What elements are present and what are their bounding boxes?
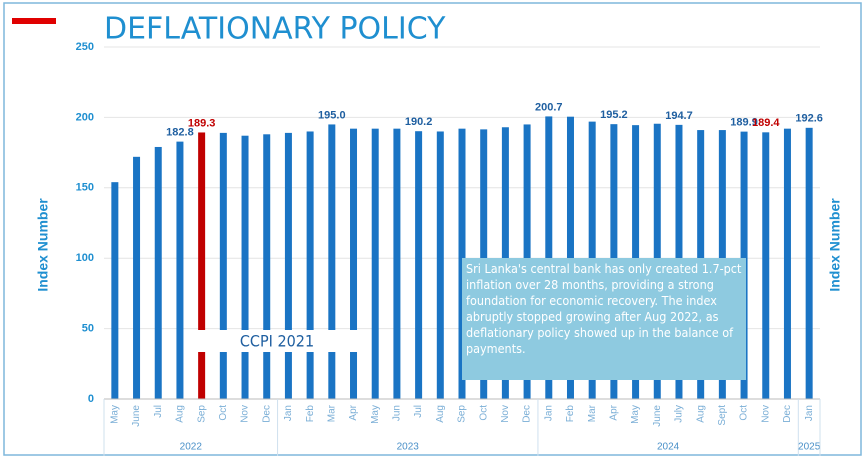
y-tick-label: 150 (76, 182, 94, 194)
bar (198, 132, 206, 399)
x-tick-label: Jul (413, 405, 424, 418)
data-label: 182.8 (166, 127, 194, 139)
bar (762, 132, 770, 399)
x-tick-label: Feb (565, 405, 576, 423)
x-tick-label: Oct (218, 405, 229, 421)
data-label: 195.0 (318, 109, 346, 121)
chart-title: DEFLATIONARY POLICY (104, 12, 446, 47)
bar (219, 132, 227, 399)
y-tick-label: 250 (76, 41, 94, 53)
x-tick-label: Aug (175, 405, 186, 423)
data-label: 195.2 (600, 109, 628, 121)
series-label-box (195, 330, 360, 352)
bar (415, 131, 423, 399)
x-tick-label: Apr (609, 404, 620, 420)
bar (436, 131, 444, 400)
bar (176, 141, 184, 399)
group-label: 2023 (397, 442, 420, 453)
x-tick-label: Apr (348, 404, 359, 420)
data-label: 194.7 (665, 110, 693, 122)
data-label: 200.7 (535, 101, 563, 113)
x-tick-label: May (630, 405, 641, 424)
data-label: 189.3 (188, 117, 216, 129)
x-tick-label: Jun (392, 405, 403, 421)
group-label: 2022 (180, 442, 203, 453)
bar (263, 134, 271, 399)
bar (133, 156, 141, 399)
bar (566, 116, 574, 400)
bar (371, 128, 379, 399)
bar (545, 116, 553, 399)
bar (306, 131, 314, 400)
frame (3, 2, 862, 456)
x-tick-label: Jul (153, 405, 164, 418)
x-tick-label: Feb (305, 405, 316, 423)
x-tick-label: Oct (478, 405, 489, 421)
x-tick-label: Nov (760, 405, 771, 423)
x-tick-label: Nov (240, 405, 251, 423)
data-label: 192.6 (795, 113, 823, 125)
data-label: 189.4 (752, 117, 780, 129)
y-axis-label: Index Number (35, 198, 51, 292)
x-tick-label: Aug (695, 405, 706, 423)
bar (241, 135, 249, 400)
y-tick-label: 50 (82, 323, 94, 335)
x-tick-label: Nov (500, 405, 511, 423)
group-label: 2025 (798, 442, 821, 453)
series-label: CCPI 2021 (240, 332, 314, 351)
x-tick-label: Dec (261, 405, 272, 423)
x-tick-label: May (109, 405, 120, 424)
y-tick-label: 100 (76, 252, 94, 264)
annotation: Sri Lanka's central bank has only create… (462, 258, 746, 380)
x-tick-label: Mar (326, 404, 337, 422)
bar (154, 146, 162, 399)
x-tick-label: June (131, 405, 142, 427)
x-tick-label: Dec (522, 405, 533, 423)
bar (393, 128, 401, 399)
data-label: 189.9 (730, 117, 758, 129)
y-tick-label: 200 (76, 111, 94, 123)
x-tick-label: May (370, 405, 381, 424)
accent-bar (12, 18, 56, 24)
y-tick-label: 0 (88, 393, 94, 405)
bar (783, 128, 791, 399)
bar (805, 127, 813, 399)
x-tick-label: Jan (543, 405, 554, 421)
x-tick-label: Jan (283, 405, 294, 421)
y2-axis-label: Index Number (827, 198, 843, 292)
x-tick-label: Sep (196, 405, 207, 423)
bar (111, 182, 119, 399)
bar (284, 132, 292, 399)
x-tick-label: Dec (782, 405, 793, 423)
bar (350, 128, 358, 399)
x-tick-label: Aug (435, 405, 446, 423)
data-label: 190.2 (405, 116, 433, 128)
x-tick-label: Oct (739, 405, 750, 421)
bar (328, 124, 336, 399)
x-tick-label: Sept (717, 405, 728, 426)
x-tick-label: Sep (457, 405, 468, 423)
x-tick-label: June (652, 405, 663, 427)
x-tick-label: July (674, 405, 685, 423)
x-tick-label: Jan (804, 405, 815, 421)
x-tick-label: Mar (587, 404, 598, 422)
group-label: 2024 (657, 442, 680, 453)
